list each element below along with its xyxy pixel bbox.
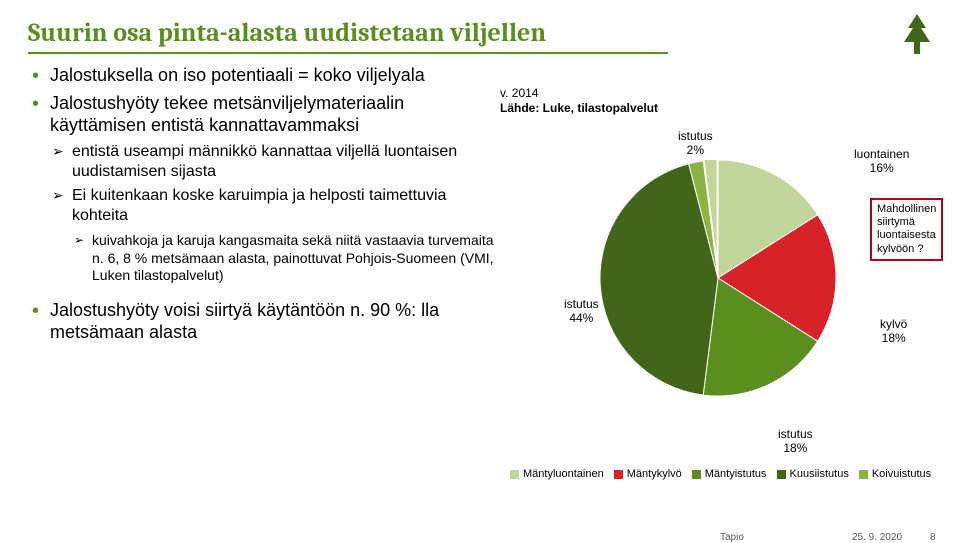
callout-box: Mahdollinensiirtymäluontaisestakylvöön ? xyxy=(870,198,943,261)
bullet-text: Jalostushyöty tekee metsänviljelymateria… xyxy=(50,93,404,135)
bullet-item: Jalostushyöty voisi siirtyä käytäntöön n… xyxy=(28,299,500,343)
subbullet-item: Ei kuitenkaan koske karuimpia ja helpost… xyxy=(50,186,500,285)
pie-label: istutus2% xyxy=(678,130,713,158)
subsubbullet-item: kuivahkoja ja karuja kangasmaita sekä ni… xyxy=(72,232,500,285)
pie-label: luontainen16% xyxy=(854,148,909,176)
subbullet-text: Ei kuitenkaan koske karuimpia ja helpost… xyxy=(72,187,446,224)
legend-label: Koivuistutus xyxy=(872,468,931,480)
subbullet-item: entistä useampi männikkö kannattaa vilje… xyxy=(50,142,500,182)
bullet-column: Jalostuksella on iso potentiaali = koko … xyxy=(28,64,508,349)
pie-label: istutus18% xyxy=(778,428,813,456)
legend-swatch xyxy=(614,470,623,479)
footer-author: Tapio xyxy=(720,532,744,543)
footer-date: 25. 9. 2020 xyxy=(852,532,902,543)
chart-legend: Mäntyluontainen Mäntykylvö Mäntyistutus Kuu… xyxy=(510,468,940,480)
legend-label: Mäntykylvö xyxy=(627,468,682,480)
caption-year: v. 2014 xyxy=(500,86,538,100)
legend-swatch xyxy=(510,470,519,479)
pie-chart xyxy=(600,160,836,396)
legend-label: Mäntyistutus xyxy=(705,468,767,480)
bullet-item: Jalostuksella on iso potentiaali = koko … xyxy=(28,64,500,86)
page-title: Suurin osa pinta-alasta uudistetaan vilj… xyxy=(28,18,668,54)
legend-swatch xyxy=(859,470,868,479)
footer-page: 8 xyxy=(930,532,936,543)
chart-area: v. 2014 Lähde: Luke, tilastopalvelut luo… xyxy=(500,86,940,458)
chart-caption: v. 2014 Lähde: Luke, tilastopalvelut xyxy=(500,86,940,116)
legend-label: Mäntyluontainen xyxy=(523,468,604,480)
tree-icon xyxy=(900,14,934,54)
legend-label: Kuusiistutus xyxy=(790,468,849,480)
legend-swatch xyxy=(692,470,701,479)
pie-label: istutus44% xyxy=(564,298,599,326)
bullet-item: Jalostushyöty tekee metsänviljelymateria… xyxy=(28,92,500,285)
legend-swatch xyxy=(777,470,786,479)
pie-label: kylvö18% xyxy=(880,318,907,346)
caption-source: Lähde: Luke, tilastopalvelut xyxy=(500,101,658,115)
